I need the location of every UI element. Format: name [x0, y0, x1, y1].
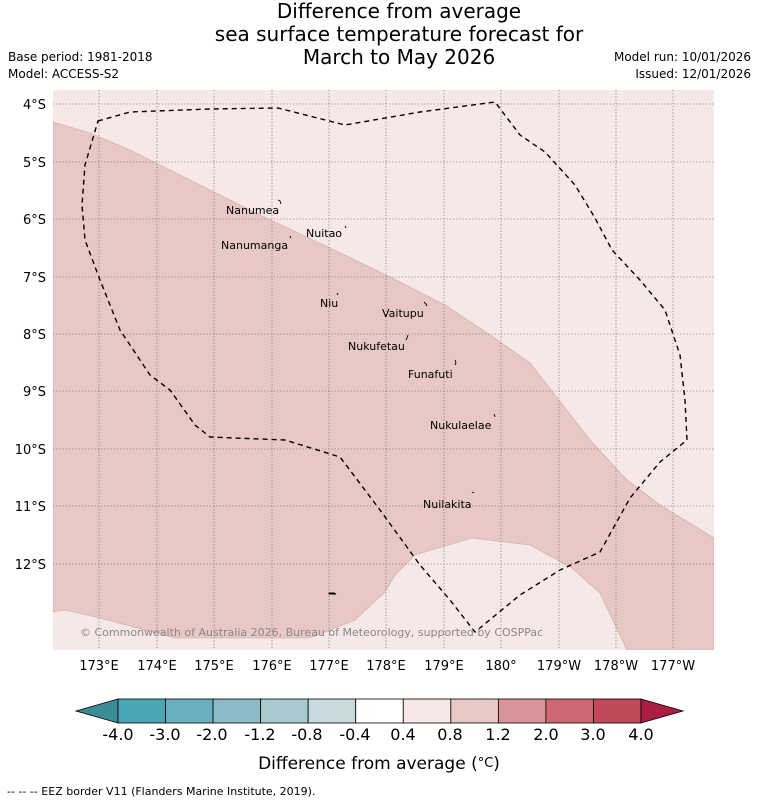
colorbar-segment [355, 698, 404, 724]
lon-label: 179°W [537, 659, 581, 674]
lat-label: 9°S [23, 385, 46, 400]
colorbar-segment [165, 698, 214, 724]
lon-label: 174°E [137, 659, 177, 674]
colorbar-segment [402, 698, 452, 724]
colorbar-segment [117, 698, 166, 724]
colorbar-extend-high [640, 698, 685, 724]
base-period: Base period: 1981-2018 [8, 50, 153, 64]
colorbar-segment [212, 698, 262, 724]
lon-label: 177°E [309, 659, 349, 674]
meta-left: Base period: 1981-2018 Model: ACCESS-S2 [8, 49, 153, 83]
colorbar-tick: 4.0 [628, 725, 653, 744]
map-title: Difference from average sea surface temp… [150, 0, 648, 69]
colorbar-tick: -0.4 [339, 725, 370, 744]
colorbar-segment [497, 698, 547, 724]
lat-label: 4°S [23, 98, 46, 113]
lon-axis: 173°E 174°E 175°E 176°E 177°E 178°E 179°… [79, 659, 695, 674]
island-label-nuitao: Nuitao [306, 227, 342, 240]
copyright-text: © Commonwealth of Australia 2026, Bureau… [80, 626, 543, 639]
lon-label: 175°E [194, 659, 234, 674]
lon-label: 178°W [594, 659, 638, 674]
island-label-nanumea: Nanumea [226, 204, 279, 217]
colorbar-tick: -4.0 [102, 725, 133, 744]
lat-label: 7°S [23, 271, 46, 286]
colorbar-tick: -0.8 [291, 725, 322, 744]
lat-axis: 4°S 5°S 6°S 7°S 8°S 9°S 10°S 11°S 12°S [15, 98, 46, 573]
colorbar-segment [593, 698, 642, 724]
colorbar [74, 698, 685, 724]
title-line-1: Difference from average [276, 0, 522, 23]
issued-date: Issued: 12/01/2026 [635, 67, 751, 81]
colorbar-tick: -3.0 [149, 725, 180, 744]
island-label-funafuti: Funafuti [408, 368, 453, 381]
model-run: Model run: 10/01/2026 [613, 50, 751, 64]
lat-label: 8°S [23, 328, 46, 343]
lon-label: 173°E [79, 659, 119, 674]
title-line-2: sea surface temperature forecast for [214, 22, 584, 46]
colorbar-label: Difference from average (°C) [258, 754, 500, 774]
island-outlines [277, 199, 496, 595]
lat-label: 11°S [15, 500, 46, 515]
colorbar-segment [545, 698, 594, 724]
colorbar-tick: 0.8 [437, 725, 462, 744]
lat-label: 6°S [23, 213, 46, 228]
footer-note: -- -- -- EEZ border V11 (Flanders Marine… [7, 785, 316, 798]
island-label-nanumanga: Nanumanga [221, 239, 288, 252]
colorbar-tick: 2.0 [533, 725, 558, 744]
island-label-nukufetau: Nukufetau [348, 340, 405, 353]
island-label-niu: Niu [320, 297, 338, 310]
lon-label: 178°E [366, 659, 406, 674]
island-label-nukulaelae: Nukulaelae [430, 419, 492, 432]
meta-right: Model run: 10/01/2026 Issued: 12/01/2026 [614, 49, 751, 83]
title-line-3: March to May 2026 [302, 45, 496, 69]
lon-label: 177°W [651, 659, 695, 674]
colorbar-tick: 1.2 [485, 725, 510, 744]
anomaly-band-warm [53, 121, 714, 650]
lon-label: 180° [485, 659, 516, 674]
island-labels: Nanumea Nuitao Nanumanga Niu Vaitupu Nuk… [221, 204, 492, 511]
model-name: Model: ACCESS-S2 [8, 67, 120, 81]
graticule [53, 90, 714, 650]
colorbar-tick: 0.4 [390, 725, 415, 744]
colorbar-segment [450, 698, 499, 724]
colorbar-segment [260, 698, 309, 724]
colorbar-extend-low [74, 698, 119, 724]
lat-label: 10°S [15, 443, 46, 458]
map-panel: Nanumea Nuitao Nanumanga Niu Vaitupu Nuk… [53, 90, 714, 650]
colorbar-ticks: -4.0 -3.0 -2.0 -1.2 -0.8 -0.4 0.4 0.8 1.… [102, 725, 653, 744]
colorbar-segment [307, 698, 357, 724]
colorbar-tick: 3.0 [580, 725, 605, 744]
island-label-vaitupu: Vaitupu [382, 307, 424, 320]
colorbar-tick: -2.0 [196, 725, 227, 744]
island-label-nuilakita: Nuilakita [423, 498, 472, 511]
lat-label: 5°S [23, 156, 46, 171]
colorbar-tick: -1.2 [244, 725, 275, 744]
lon-label: 176°E [252, 659, 292, 674]
lat-label: 12°S [15, 558, 46, 573]
lon-label: 179°E [424, 659, 464, 674]
eez-border [81, 101, 688, 633]
